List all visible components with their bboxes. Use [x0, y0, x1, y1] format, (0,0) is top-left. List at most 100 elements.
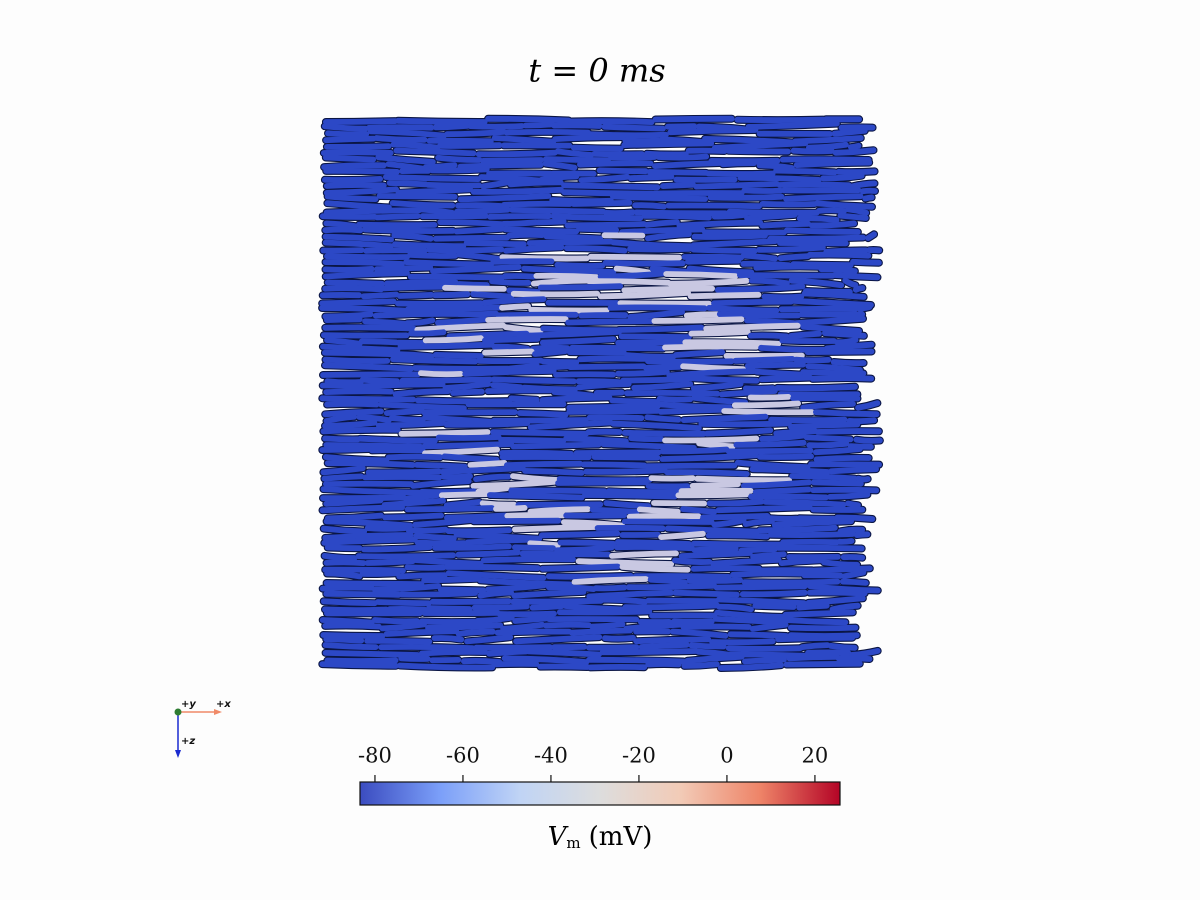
fiber — [814, 200, 875, 210]
fiber — [567, 363, 647, 370]
fiber — [475, 149, 558, 158]
fiber — [539, 563, 621, 572]
fiber — [669, 628, 729, 639]
fiber — [323, 442, 424, 450]
fiber — [501, 200, 573, 208]
fiber — [473, 644, 553, 651]
fiber — [586, 644, 640, 651]
fiber — [609, 550, 679, 559]
fiber — [562, 603, 626, 613]
fiber — [615, 368, 670, 377]
fiber — [485, 115, 572, 124]
fiber — [577, 160, 654, 168]
fiber — [742, 518, 775, 527]
fiber — [849, 648, 881, 658]
fiber — [652, 160, 723, 169]
fiber — [323, 186, 399, 196]
colorbar-ticks: -80 -60 -40 -20 0 20 — [358, 744, 828, 782]
fiber — [717, 662, 784, 671]
fiber — [376, 193, 458, 200]
fiber — [805, 595, 866, 606]
fiber — [384, 279, 459, 287]
fiber — [380, 283, 445, 292]
fiber — [841, 569, 867, 580]
fiber — [440, 473, 473, 480]
fiber — [774, 383, 858, 392]
fiber — [463, 240, 527, 248]
fiber — [372, 617, 420, 625]
fiber — [721, 408, 815, 416]
fiber — [480, 556, 576, 564]
fiber — [414, 322, 507, 333]
fiber — [834, 337, 859, 346]
fiber — [855, 475, 871, 483]
fiber — [386, 180, 429, 188]
fiber — [779, 337, 837, 345]
fiber — [621, 140, 715, 148]
fiber — [762, 499, 847, 508]
fiber — [602, 259, 686, 267]
fiber — [853, 436, 883, 444]
fiber — [367, 128, 447, 139]
fiber — [787, 624, 859, 632]
fiber — [845, 206, 870, 216]
fiber — [381, 497, 446, 508]
fiber — [500, 219, 539, 227]
fiber — [840, 554, 866, 561]
colorbar-unit: (mV) — [589, 822, 653, 852]
fiber — [680, 413, 769, 423]
fiber — [690, 238, 779, 249]
fiber — [527, 506, 591, 515]
fiber — [706, 305, 780, 314]
fiber — [554, 148, 595, 158]
fiber — [753, 263, 822, 271]
fiber — [837, 212, 869, 221]
fiber — [814, 428, 882, 435]
fiber — [443, 499, 483, 509]
fiber — [320, 371, 421, 378]
fiber — [592, 584, 628, 592]
fiber — [716, 603, 754, 613]
fiber — [522, 468, 585, 476]
fiber — [624, 352, 677, 360]
fiber — [487, 492, 585, 501]
fiber — [807, 251, 872, 259]
x-label: +x — [216, 699, 231, 710]
fiber — [835, 168, 878, 176]
fiber — [793, 159, 873, 168]
fiber — [473, 473, 512, 483]
fiber — [659, 452, 759, 462]
fiber — [768, 416, 848, 424]
fiber — [624, 389, 721, 397]
fiber — [320, 465, 366, 476]
fiber — [636, 506, 681, 515]
fiber — [678, 487, 754, 495]
fiber — [426, 246, 505, 254]
fiber — [632, 573, 732, 580]
fiber — [324, 544, 363, 552]
fiber — [620, 376, 691, 384]
fiber — [741, 187, 784, 194]
fiber — [615, 324, 705, 333]
fiber — [647, 576, 688, 586]
fiber — [456, 281, 490, 288]
fiber — [759, 432, 807, 442]
fiber — [796, 602, 830, 611]
fiber — [678, 550, 753, 560]
fiber — [494, 628, 572, 636]
fiber — [725, 645, 803, 652]
fiber — [437, 219, 505, 228]
fiber — [322, 435, 361, 443]
fiber — [539, 530, 621, 539]
fiber — [756, 162, 795, 171]
fiber — [651, 190, 745, 197]
fiber — [577, 355, 648, 363]
fiber — [323, 135, 377, 144]
fiber — [323, 559, 367, 566]
fiber — [589, 506, 640, 515]
fiber — [585, 278, 672, 286]
fiber — [680, 363, 747, 372]
fiber — [771, 518, 854, 528]
fiber — [554, 544, 615, 554]
fiber — [705, 532, 770, 540]
